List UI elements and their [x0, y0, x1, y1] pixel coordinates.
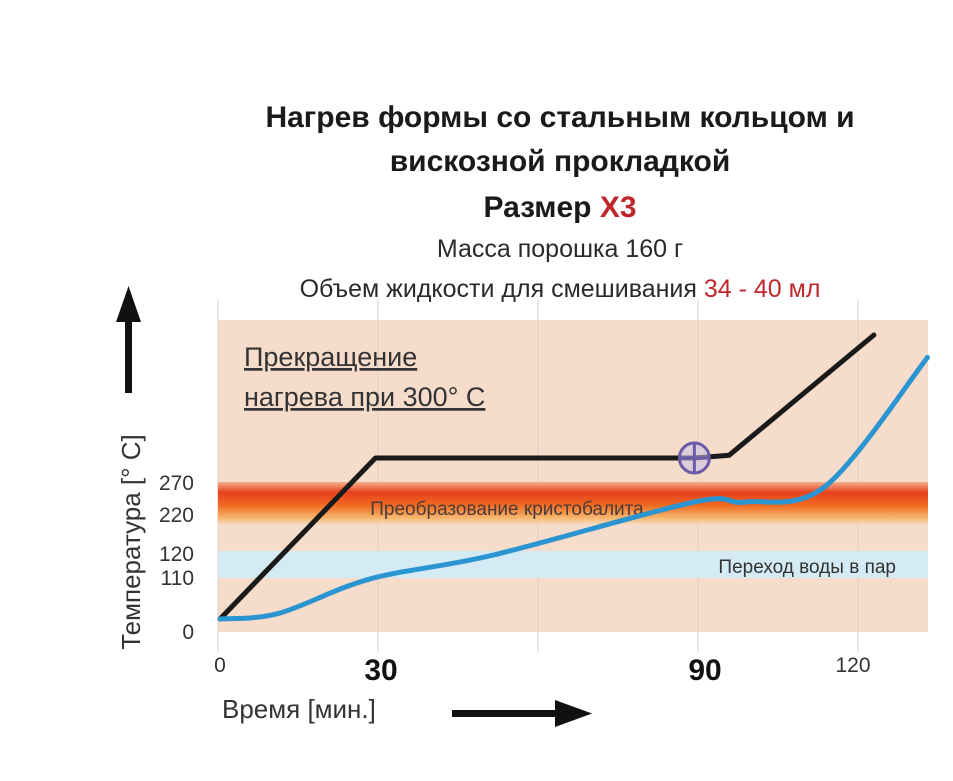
y-tick-220: 220 — [159, 504, 194, 527]
liquid-label: Объем жидкости для смешивания — [299, 275, 704, 303]
plot-area — [218, 320, 928, 632]
y-tick-270: 270 — [159, 472, 194, 495]
heating-stop-marker-icon — [677, 441, 711, 475]
chart-title-line1: Нагрев формы со стальным кольцом и — [265, 101, 855, 134]
y-tick-120: 120 — [159, 543, 194, 566]
size-value: X3 — [599, 191, 637, 224]
size-label: Размер — [483, 191, 600, 224]
x-tick-120: 120 — [835, 654, 870, 677]
series-blue-line — [217, 354, 930, 622]
annotation-line1: Прекращение — [244, 342, 417, 372]
band-water-steam — [218, 551, 928, 578]
powder-mass: Масса порошка 160 г — [436, 235, 684, 263]
band-water-label: Переход воды в пар — [718, 557, 896, 578]
band-cristobalite — [218, 482, 928, 524]
x-tick-0: 0 — [214, 654, 226, 677]
band-cristobalite-label: Преобразование кристобалита — [370, 499, 644, 520]
x-tick-90: 90 — [688, 654, 721, 687]
y-tick-110: 110 — [161, 567, 194, 590]
y-axis-label: Температура [° C] — [116, 434, 146, 650]
chart-title-line2: вискозной прокладкой — [389, 145, 731, 178]
liquid-volume: Объем жидкости для смешивания 34 - 40 мл — [0, 272, 953, 306]
y-tick-0: 0 — [182, 621, 194, 644]
x-tick-30: 30 — [364, 654, 397, 687]
annotation-line2: нагрева при 300° C — [244, 382, 485, 412]
vertical-gridlines — [217, 300, 859, 652]
x-axis-label: Время [мин.] — [222, 694, 376, 724]
liquid-value: 34 - 40 мл — [703, 275, 821, 303]
y-axis-arrow-icon — [116, 286, 141, 393]
x-axis-arrow-icon — [452, 700, 592, 727]
chart-size-line: Размер X3 — [0, 188, 953, 228]
